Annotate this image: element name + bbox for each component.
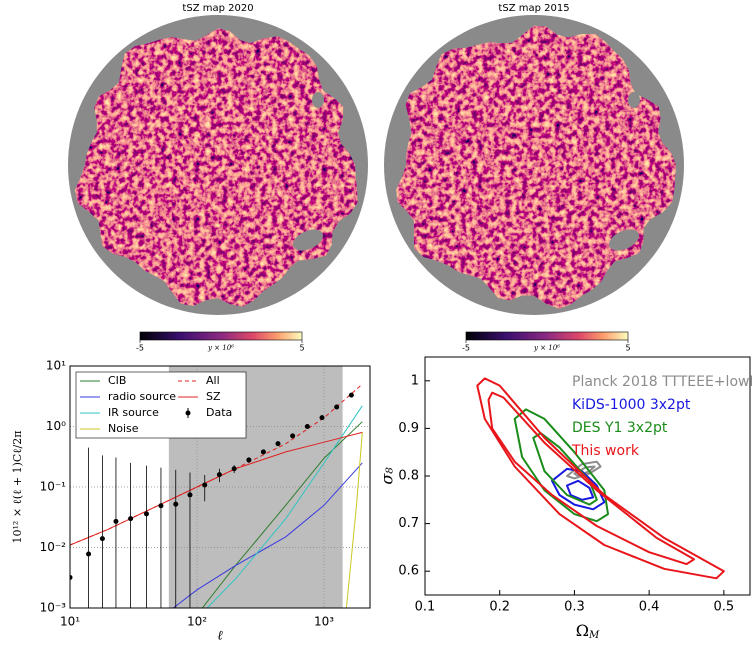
data-point (246, 457, 252, 463)
axes-frame (69, 365, 371, 609)
data-point (158, 503, 164, 509)
data-point (319, 415, 325, 421)
model-curve (172, 462, 363, 608)
data-point (128, 516, 134, 522)
legend-label: IR source (108, 406, 159, 419)
data-point (216, 472, 222, 478)
colorbar-tick-label: 5 (625, 344, 630, 353)
confidence-contour (573, 465, 596, 477)
colorbar-tick-label: 5 (299, 344, 304, 353)
axes-frame (424, 356, 751, 596)
x-tick-label: 10² (187, 615, 207, 629)
model-curve (70, 431, 363, 546)
legend-label: CIB (108, 374, 126, 387)
confidence-contour (566, 460, 602, 480)
data-point (99, 536, 105, 542)
x-tick-label: 10¹ (60, 615, 80, 629)
x-tick-label: 0.3 (564, 600, 585, 615)
mask-hole (312, 92, 324, 108)
plot-lines (70, 383, 363, 608)
colorbar-label: y × 10⁶ (533, 344, 560, 352)
x-tick-label: 0.1 (415, 600, 436, 615)
data-point (86, 551, 92, 557)
colorbar-tick-label: -5 (462, 344, 470, 353)
data-point (173, 501, 179, 507)
legend-label: DES Y1 3x2pt (572, 420, 668, 436)
model-curve (201, 421, 363, 608)
confidence-contour (476, 377, 725, 580)
y-tick-label: 0.8 (398, 469, 419, 484)
y-tick-label: 10¹ (46, 359, 66, 373)
y-axis-label: 10¹² × ℓ(ℓ + 1)Cℓ/2π (11, 431, 24, 544)
legend-label: SZ (206, 390, 221, 403)
data-point (187, 492, 193, 498)
y-tick-label: 0.6 (398, 564, 419, 579)
x-tick-label: 0.5 (714, 600, 735, 615)
data-point (348, 392, 354, 398)
data-point (290, 433, 296, 439)
x-tick-label: 0.4 (639, 600, 660, 615)
legend-label: KiDS-1000 3x2pt (572, 397, 691, 413)
legend-label: radio source (108, 390, 176, 403)
x-axis-label: ΩM (576, 621, 600, 641)
y-tick-label: 10⁰ (46, 419, 66, 433)
confidence-contour (487, 391, 695, 566)
model-curve (345, 432, 363, 608)
x-tick-label: 10³ (314, 615, 334, 629)
x-label-symbol: Ω (576, 621, 589, 640)
data-point (143, 511, 149, 517)
model-curve (206, 405, 363, 608)
mask-hole (609, 229, 639, 251)
mask-hole (293, 229, 323, 251)
data-point (260, 449, 266, 455)
confidence-contour (532, 432, 598, 506)
y-tick-label: 0.7 (398, 516, 419, 531)
confidence-contour (513, 408, 609, 523)
y-tick-label: 0.9 (398, 421, 419, 436)
confidence-contour (566, 479, 595, 501)
legend-marker (185, 410, 191, 416)
map-title: tSZ map 2020 (182, 3, 253, 14)
legend-label: Noise (108, 422, 139, 435)
x-label-subscript: M (588, 630, 600, 641)
mask-hole (628, 92, 640, 108)
legend-label: Data (206, 406, 232, 419)
x-axis-label: ℓ (217, 629, 223, 642)
colorbar-label: y × 10⁶ (207, 344, 234, 352)
y-tick-label: 1 (411, 373, 419, 388)
data-point (202, 482, 208, 488)
confidence-contour (551, 467, 606, 511)
x-tick-label: 0.2 (489, 600, 510, 615)
legend-label: All (206, 374, 220, 387)
y-tick-label: 10⁻² (40, 540, 67, 554)
legend-label: Planck 2018 TTTEEE+lowE (572, 374, 752, 390)
colorbar (139, 331, 303, 341)
y-tick-label: 10⁻³ (40, 601, 67, 615)
colorbar (465, 331, 629, 341)
data-point (113, 518, 119, 524)
legend-box (75, 371, 247, 439)
y-axis-label: σ₈ (378, 467, 397, 485)
colorbar-tick-label: -5 (136, 344, 144, 353)
data-point (275, 441, 281, 447)
data-point (231, 466, 237, 472)
data-point (334, 404, 340, 410)
data-point (304, 424, 310, 429)
map-title: tSZ map 2015 (498, 3, 569, 14)
y-tick-label: 10⁻¹ (40, 480, 67, 494)
data-point (70, 574, 73, 580)
legend-label: This work (571, 443, 640, 459)
